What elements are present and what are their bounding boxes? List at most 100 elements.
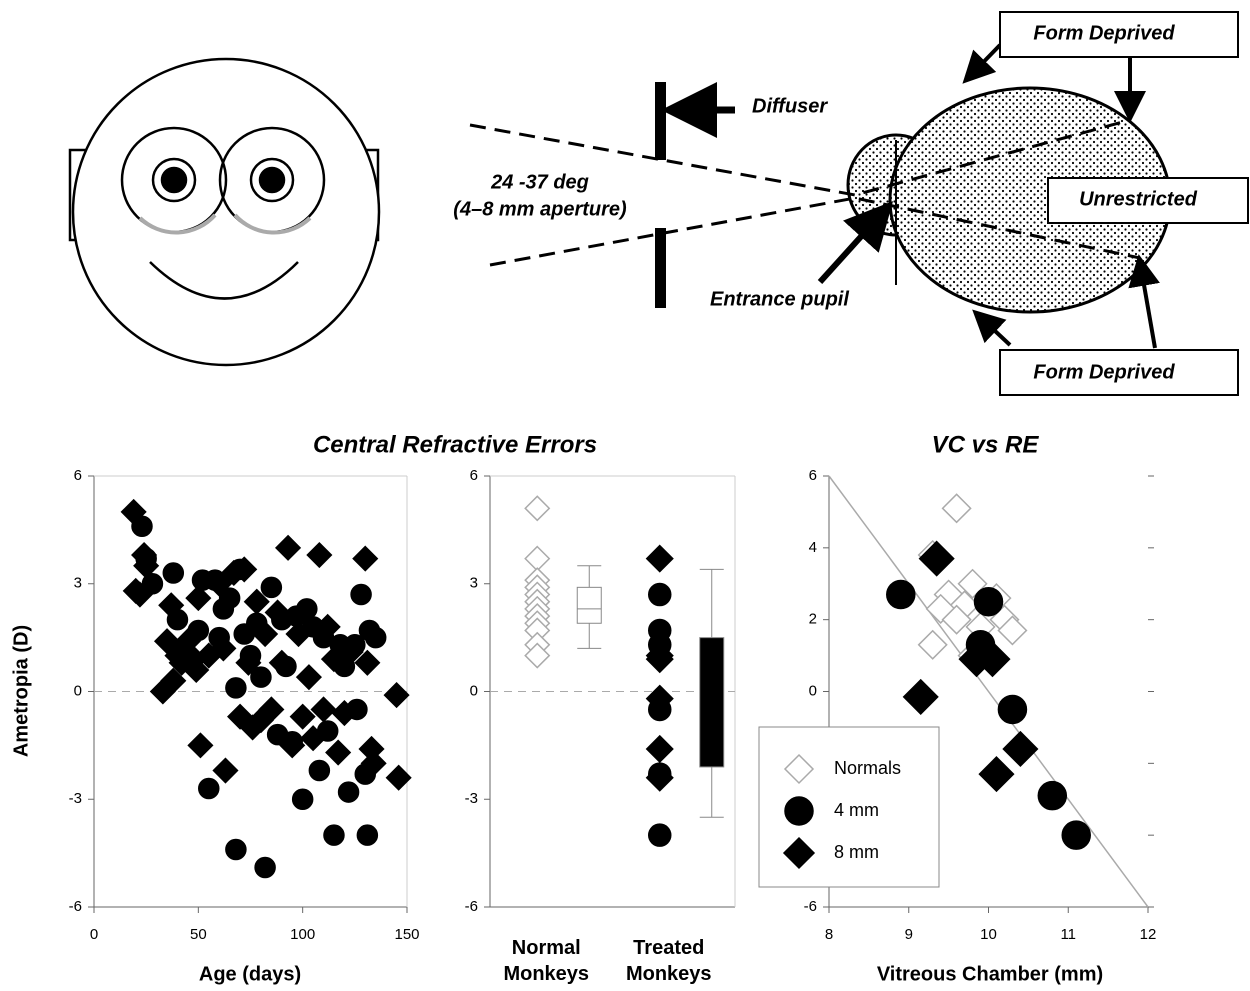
point — [162, 562, 185, 584]
y-tick-label: 0 — [470, 682, 478, 699]
y-tick-label: 6 — [74, 467, 82, 484]
point — [645, 763, 674, 792]
point — [183, 656, 210, 684]
point — [268, 649, 295, 676]
chart-title: Central Refractive Errors — [313, 431, 597, 458]
y-tick-label: 2 — [809, 611, 817, 628]
point — [648, 582, 672, 607]
y-axis-label: Ametropia (D) — [10, 625, 32, 757]
x-tick-label: 10 — [980, 926, 997, 943]
y-tick-label: -6 — [69, 898, 82, 915]
point — [941, 604, 972, 635]
point — [997, 694, 1028, 725]
x-tick-label: 150 — [394, 926, 419, 943]
point — [285, 620, 312, 648]
x-tick-label: 8 — [825, 926, 833, 943]
x-axis-label: Age (days) — [199, 963, 301, 985]
point — [210, 635, 237, 662]
point — [185, 585, 212, 612]
form-deprived-label: Form Deprived — [1033, 361, 1175, 383]
trend-line — [828, 475, 1149, 908]
point — [524, 642, 551, 669]
point — [645, 684, 674, 713]
x-tick-label: 100 — [290, 926, 315, 943]
point — [941, 493, 972, 524]
point — [331, 699, 358, 727]
point — [337, 781, 360, 803]
point — [354, 649, 381, 676]
point — [385, 764, 412, 791]
point — [254, 856, 276, 879]
x-tick-label: 9 — [905, 926, 913, 943]
point — [886, 579, 916, 610]
point — [187, 732, 214, 759]
point — [978, 756, 1015, 793]
point — [291, 788, 314, 810]
category-label: Normal Monkeys — [503, 937, 590, 985]
entrance-pupil-label: Entrance pupil — [710, 288, 849, 310]
point — [997, 615, 1028, 646]
point — [645, 544, 674, 573]
y-tick-label: -6 — [465, 898, 478, 915]
point — [289, 703, 316, 730]
chart-title: VC vs RE — [932, 431, 1040, 458]
diffuser-label: Diffuser — [752, 95, 828, 117]
point — [260, 576, 283, 599]
eye-diagram — [469, 11, 1249, 396]
legend-marker — [783, 753, 815, 785]
point — [524, 545, 551, 572]
x-tick-label: 12 — [1140, 926, 1157, 943]
point — [1037, 780, 1068, 811]
point — [264, 599, 291, 626]
y-tick-label: 3 — [470, 575, 478, 592]
point — [126, 581, 153, 608]
x-tick-label: 50 — [190, 926, 207, 943]
point — [356, 824, 379, 846]
y-tick-label: -3 — [69, 790, 82, 807]
legend-label: Normals — [834, 758, 901, 778]
point — [364, 626, 387, 649]
point — [383, 682, 410, 709]
point — [274, 534, 302, 561]
point — [218, 587, 241, 609]
point — [160, 667, 187, 694]
box — [699, 637, 725, 768]
point — [141, 573, 164, 595]
point — [360, 750, 387, 777]
point — [295, 664, 322, 691]
point — [1002, 730, 1039, 768]
face — [68, 57, 381, 367]
y-tick-label: 4 — [809, 539, 817, 556]
x-axis-label: Vitreous Chamber (mm) — [877, 963, 1103, 985]
point — [206, 570, 233, 597]
point — [648, 823, 672, 847]
point — [310, 696, 337, 723]
point — [250, 666, 272, 688]
point — [350, 583, 372, 606]
category-label: Treated Monkeys — [625, 937, 712, 985]
point — [974, 641, 1011, 678]
point — [133, 552, 160, 579]
point — [524, 495, 551, 522]
point — [120, 498, 147, 525]
point — [306, 541, 333, 569]
point — [231, 556, 258, 583]
point — [917, 629, 948, 660]
point — [252, 620, 279, 648]
y-tick-label: 3 — [74, 575, 82, 592]
x-tick-label: 0 — [90, 926, 98, 943]
point — [918, 540, 955, 577]
point — [1061, 820, 1091, 850]
point — [325, 739, 352, 766]
point — [279, 732, 306, 759]
y-tick-label: -6 — [804, 898, 817, 915]
point — [323, 824, 345, 846]
point — [314, 613, 341, 640]
point — [258, 696, 285, 723]
y-tick-label: 6 — [470, 467, 478, 484]
point — [225, 677, 247, 699]
point — [645, 645, 674, 674]
point — [352, 545, 379, 572]
point — [235, 649, 262, 676]
